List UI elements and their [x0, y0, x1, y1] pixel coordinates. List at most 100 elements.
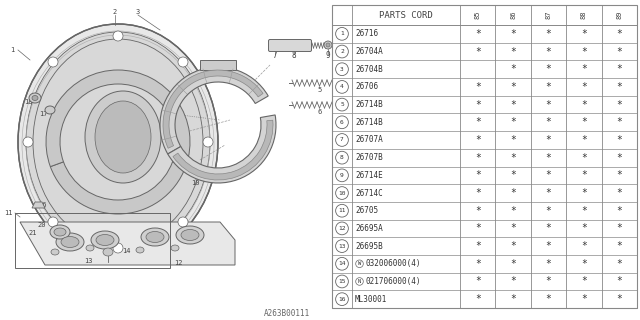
Wedge shape: [168, 115, 276, 183]
Text: *: *: [510, 241, 516, 251]
Text: ML30001: ML30001: [355, 295, 387, 304]
Text: *: *: [616, 135, 622, 145]
Text: 14: 14: [339, 261, 346, 266]
Ellipse shape: [56, 233, 84, 251]
Text: *: *: [581, 294, 587, 304]
Text: *: *: [510, 135, 516, 145]
Text: *: *: [616, 82, 622, 92]
Ellipse shape: [324, 41, 332, 49]
Text: W: W: [358, 261, 361, 266]
Ellipse shape: [51, 249, 59, 255]
Text: *: *: [475, 46, 481, 57]
Text: 8: 8: [292, 52, 296, 60]
Ellipse shape: [18, 24, 218, 260]
Text: 10: 10: [339, 190, 346, 196]
Ellipse shape: [45, 106, 55, 114]
Text: *: *: [510, 100, 516, 109]
Text: 26714E: 26714E: [355, 171, 383, 180]
Text: 20: 20: [38, 222, 46, 228]
Text: *: *: [475, 223, 481, 233]
Text: *: *: [581, 188, 587, 198]
Text: *: *: [475, 294, 481, 304]
Text: 26714C: 26714C: [355, 188, 383, 197]
Circle shape: [335, 151, 348, 164]
Text: *: *: [581, 241, 587, 251]
Text: 88: 88: [581, 11, 587, 19]
Text: 26716: 26716: [355, 29, 378, 38]
Text: *: *: [545, 117, 552, 127]
Text: 15: 15: [339, 279, 346, 284]
Text: PARTS CORD: PARTS CORD: [379, 11, 433, 20]
Text: 3: 3: [136, 9, 140, 15]
Text: *: *: [510, 276, 516, 286]
Text: 5: 5: [318, 87, 322, 93]
Ellipse shape: [146, 231, 164, 243]
Ellipse shape: [32, 95, 38, 100]
Text: *: *: [581, 170, 587, 180]
Text: 10: 10: [191, 180, 199, 186]
Text: 26707B: 26707B: [355, 153, 383, 162]
Ellipse shape: [141, 228, 169, 246]
Text: *: *: [475, 259, 481, 269]
Text: 2: 2: [113, 9, 117, 15]
Text: *: *: [581, 223, 587, 233]
Text: *: *: [545, 29, 552, 39]
Text: 17: 17: [39, 111, 47, 117]
Ellipse shape: [48, 57, 58, 67]
Text: *: *: [475, 117, 481, 127]
Circle shape: [335, 257, 348, 270]
Text: 26704B: 26704B: [355, 65, 383, 74]
Text: 1: 1: [340, 31, 344, 36]
Text: *: *: [545, 294, 552, 304]
Text: 9: 9: [340, 173, 344, 178]
Text: *: *: [510, 206, 516, 216]
Text: 13: 13: [84, 258, 92, 264]
Text: *: *: [581, 46, 587, 57]
Text: *: *: [616, 276, 622, 286]
Text: *: *: [581, 117, 587, 127]
Text: *: *: [581, 259, 587, 269]
Text: 1: 1: [10, 47, 14, 53]
Text: 6: 6: [318, 109, 322, 115]
Text: 16: 16: [38, 202, 46, 208]
Text: *: *: [581, 29, 587, 39]
Text: *: *: [510, 223, 516, 233]
Text: *: *: [616, 46, 622, 57]
Text: *: *: [616, 117, 622, 127]
Ellipse shape: [326, 43, 330, 47]
Text: 021706000(4): 021706000(4): [365, 277, 420, 286]
Ellipse shape: [61, 236, 79, 247]
Text: 26707A: 26707A: [355, 135, 383, 144]
Circle shape: [335, 204, 348, 217]
Ellipse shape: [136, 247, 144, 253]
Bar: [15, 213, 170, 268]
Text: 26714B: 26714B: [355, 118, 383, 127]
Text: *: *: [475, 170, 481, 180]
Polygon shape: [32, 202, 45, 208]
Ellipse shape: [171, 245, 179, 251]
Ellipse shape: [203, 137, 213, 147]
Text: *: *: [510, 153, 516, 163]
Ellipse shape: [86, 245, 94, 251]
Text: 4: 4: [340, 84, 344, 89]
Wedge shape: [51, 162, 186, 214]
Circle shape: [335, 28, 348, 40]
Text: *: *: [510, 259, 516, 269]
Text: 26704A: 26704A: [355, 47, 383, 56]
Text: 7: 7: [273, 52, 277, 60]
Bar: [332, 5, 637, 308]
Text: *: *: [545, 170, 552, 180]
Ellipse shape: [48, 217, 58, 227]
Polygon shape: [20, 222, 235, 265]
Text: 26714B: 26714B: [355, 100, 383, 109]
Text: 4: 4: [163, 107, 167, 113]
Text: *: *: [581, 100, 587, 109]
Text: *: *: [616, 206, 622, 216]
Text: *: *: [581, 135, 587, 145]
Text: 26695A: 26695A: [355, 224, 383, 233]
Ellipse shape: [23, 137, 33, 147]
Text: *: *: [475, 206, 481, 216]
Text: 13: 13: [339, 244, 346, 249]
Text: 6: 6: [340, 120, 344, 125]
Text: *: *: [616, 241, 622, 251]
